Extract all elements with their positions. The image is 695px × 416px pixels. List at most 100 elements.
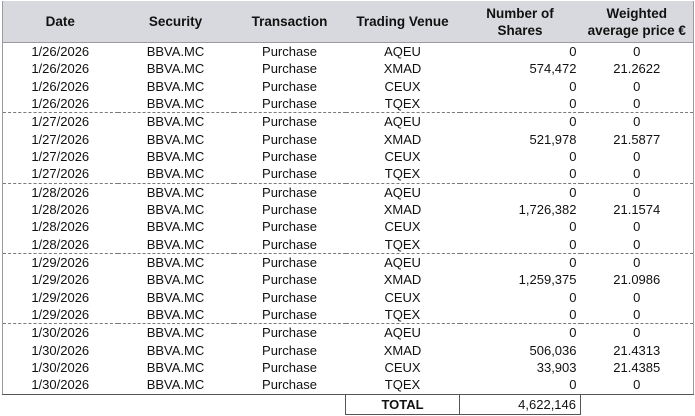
cell-transaction: Purchase (262, 236, 317, 252)
cell-security: BBVA.MC (146, 166, 205, 182)
cell-trading-venue: CEUX (384, 219, 421, 235)
cell-date: 1/30/2026 (2, 358, 118, 377)
cell-number-of-shares: 0 (459, 182, 581, 201)
table-row: 1/29/2026 BBVA.MC Purchase AQEU 0 0 (2, 252, 694, 272)
cell-transaction: Purchase (262, 96, 317, 112)
cell-trading-venue: XMAD (383, 272, 422, 288)
table-row: 1/29/2026 BBVA.MC Purchase XMAD 1,259,375 21.… (2, 271, 694, 289)
table-body: 1/26/2026 BBVA.MC Purchase AQEU 0 0 1/26/2026 B… (2, 42, 694, 395)
cell-number-of-shares: 0 (569, 44, 577, 60)
cell-security: BBVA.MC (146, 44, 205, 60)
cell-weighted-average-price: 0 (580, 218, 694, 236)
cell-number-of-shares: 521,978 (529, 131, 577, 147)
cell-trading-venue: AQEU (345, 252, 460, 272)
cell-security: BBVA.MC (117, 323, 234, 342)
header-trading-venue: Trading Venue (345, 1, 460, 43)
cell-transaction: Purchase (233, 376, 346, 395)
cell-transaction: Purchase (233, 252, 346, 272)
cell-weighted-average-price: 0 (580, 182, 694, 201)
cell-weighted-average-price: 0 (580, 252, 694, 272)
header-transaction: Transaction (233, 1, 346, 43)
cell-date: 1/29/2026 (2, 288, 118, 306)
cell-number-of-shares: 33,903 (536, 360, 577, 376)
cell-date: 1/28/2026 (2, 200, 118, 219)
cell-security: BBVA.MC (146, 236, 205, 252)
cell-weighted-average-price: 0 (580, 376, 694, 395)
cell-date: 1/30/2026 (2, 341, 118, 359)
table-row: 1/28/2026 BBVA.MC Purchase XMAD 1,726,382 21.… (2, 200, 694, 219)
cell-date: 1/27/2026 (2, 112, 118, 131)
cell-transaction: Purchase (262, 166, 317, 182)
cell-trading-venue: TQEX (384, 307, 421, 323)
cell-trading-venue: XMAD (383, 342, 422, 358)
cell-number-of-shares: 0 (459, 376, 581, 395)
cell-transaction: Purchase (262, 272, 317, 288)
header-number-of-shares: Number of Shares (459, 1, 581, 43)
table-row: 1/28/2026 BBVA.MC Purchase AQEU 0 0 (2, 182, 694, 201)
cell-date: 1/29/2026 (2, 252, 118, 272)
cell-transaction: Purchase (262, 360, 317, 376)
table-row: 1/27/2026 BBVA.MC Purchase CEUX 0 0 (2, 147, 694, 166)
cell-date: 1/27/2026 (2, 130, 118, 148)
cell-security: BBVA.MC (146, 289, 205, 305)
cell-number-of-shares: 1,726,382 (518, 202, 577, 218)
table-row: 1/26/2026 BBVA.MC Purchase TQEX 0 0 (2, 94, 694, 113)
cell-transaction: Purchase (262, 307, 317, 323)
total-row: TOTAL 4,622,146 (3, 394, 694, 415)
cell-trading-venue: CEUX (384, 149, 421, 165)
cell-security: BBVA.MC (117, 112, 234, 131)
table-row: 1/26/2026 BBVA.MC Purchase AQEU 0 0 (2, 42, 694, 61)
cell-number-of-shares: 0 (569, 78, 577, 94)
cell-security: BBVA.MC (146, 342, 205, 358)
cell-date: 1/27/2026 (2, 147, 118, 166)
cell-weighted-average-price: 21.5877 (580, 130, 694, 148)
cell-number-of-shares: 1,259,375 (518, 272, 577, 288)
cell-number-of-shares: 0 (459, 323, 581, 342)
total-value: 4,622,146 (459, 394, 581, 415)
cell-date: 1/28/2026 (2, 182, 118, 201)
cell-date: 1/28/2026 (2, 218, 118, 236)
cell-date: 1/26/2026 (2, 60, 118, 78)
cell-security: BBVA.MC (146, 307, 205, 323)
cell-weighted-average-price: 21.4385 (580, 358, 694, 377)
cell-weighted-average-price: 0 (580, 112, 694, 131)
cell-transaction: Purchase (262, 219, 317, 235)
cell-number-of-shares: 0 (569, 289, 577, 305)
cell-weighted-average-price: 0 (580, 42, 694, 61)
cell-weighted-average-price: 0 (580, 147, 694, 166)
cell-security: BBVA.MC (146, 131, 205, 147)
cell-number-of-shares: 506,036 (529, 342, 577, 358)
header-row: Date Security Transaction Trading Venue … (2, 1, 694, 43)
table-row: 1/30/2026 BBVA.MC Purchase CEUX 33,903 21.438… (2, 358, 694, 377)
cell-number-of-shares: 0 (459, 252, 581, 272)
cell-date: 1/26/2026 (2, 42, 118, 61)
cell-date: 1/30/2026 (2, 323, 118, 342)
cell-transaction: Purchase (262, 149, 317, 165)
cell-number-of-shares: 0 (569, 307, 577, 323)
cell-security: BBVA.MC (146, 272, 205, 288)
cell-security: BBVA.MC (146, 219, 205, 235)
cell-date: 1/27/2026 (2, 165, 118, 184)
cell-transaction: Purchase (233, 182, 346, 201)
cell-date: 1/29/2026 (2, 271, 118, 289)
cell-number-of-shares: 0 (459, 112, 581, 131)
header-date: Date (2, 1, 118, 43)
cell-trading-venue: TQEX (384, 166, 421, 182)
cell-weighted-average-price: 0 (580, 288, 694, 306)
cell-transaction: Purchase (262, 78, 317, 94)
cell-security: BBVA.MC (146, 96, 205, 112)
cell-weighted-average-price: 0 (580, 305, 694, 324)
cell-weighted-average-price: 21.2622 (580, 60, 694, 78)
table-row: 1/30/2026 BBVA.MC Purchase TQEX 0 0 (2, 376, 694, 395)
cell-transaction: Purchase (262, 202, 317, 218)
cell-date: 1/30/2026 (2, 376, 118, 395)
cell-weighted-average-price: 0 (580, 165, 694, 184)
header-weighted-average-price: Weighted average price € (580, 1, 694, 43)
cell-weighted-average-price: 21.4313 (580, 341, 694, 359)
table-row: 1/27/2026 BBVA.MC Purchase XMAD 521,978 21.58… (2, 130, 694, 148)
cell-transaction: Purchase (233, 112, 346, 131)
table-footer: TOTAL 4,622,146 (3, 394, 694, 415)
cell-trading-venue: TQEX (345, 376, 460, 395)
cell-security: BBVA.MC (146, 202, 205, 218)
